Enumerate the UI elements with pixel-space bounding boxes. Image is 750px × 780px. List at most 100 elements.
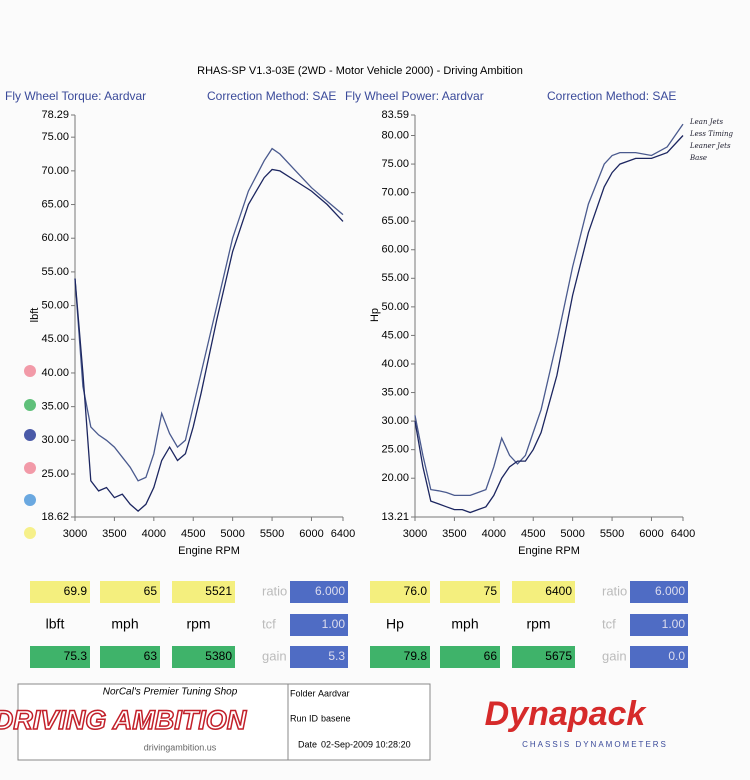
readout-value: 75.3 [64, 649, 88, 663]
readout-label: ratio [602, 583, 627, 598]
y-tick-label: 50.00 [381, 301, 409, 313]
y-tick-label: 13.21 [381, 511, 409, 523]
readout-label: tcf [602, 616, 616, 631]
readout-box [172, 581, 235, 603]
y-tick-label: 45.00 [381, 329, 409, 341]
x-tick-label: 4500 [181, 528, 205, 540]
chart-subtitle: Correction Method: SAE [207, 89, 336, 103]
readout-label: ratio [262, 583, 287, 598]
x-tick-label: 3500 [442, 528, 466, 540]
y-tick-label: 65.00 [41, 198, 69, 210]
chart-title: Fly Wheel Power: Aardvar [345, 89, 484, 103]
readout-box [100, 581, 160, 603]
readout-value: 5380 [205, 649, 232, 663]
y-tick-label: 40.00 [41, 367, 69, 379]
readout-box [512, 581, 575, 603]
readout-box [440, 581, 500, 603]
dot [24, 399, 36, 411]
dot [24, 527, 36, 539]
y-tick-label: 25.00 [41, 468, 69, 480]
y-tick-label: 78.29 [41, 109, 69, 121]
y-tick-label: 60.00 [41, 232, 69, 244]
run-id-label: Run ID [290, 713, 319, 723]
x-tick-label: 6000 [639, 528, 663, 540]
y-tick-label: 60.00 [381, 244, 409, 256]
y-tick-label: 40.00 [381, 358, 409, 370]
logo-box [17, 683, 289, 761]
folder: Aardvar [318, 688, 350, 698]
readout-unit: lbft [46, 616, 65, 632]
dot [24, 494, 36, 506]
annotation: Leaner Jets [689, 142, 731, 150]
readout-box [172, 646, 235, 668]
y-tick-label: 65.00 [381, 215, 409, 227]
readout-value: 5521 [205, 584, 232, 598]
readout-value: 66 [484, 649, 498, 663]
y-tick-label: 55.00 [41, 266, 69, 278]
chart-title: Fly Wheel Torque: Aardvar [5, 89, 146, 103]
curve [414, 135, 684, 514]
readout-unit: mph [451, 616, 478, 632]
readout-box [30, 581, 90, 603]
dot [24, 429, 36, 441]
folder-label: Folder [290, 688, 316, 698]
color-dots [24, 365, 36, 539]
readout-box [630, 646, 688, 668]
curve [414, 123, 684, 497]
y-tick-label: 75.00 [381, 158, 409, 170]
readout-value: 6400 [545, 584, 572, 598]
y-tick-label: 30.00 [41, 434, 69, 446]
footer: NorCal's Premier Tuning Shop DRIVING AMB… [0, 683, 666, 761]
x-tick-label: 5000 [560, 528, 584, 540]
website: drivingambition.us [144, 742, 217, 752]
x-tick-label: 5500 [600, 528, 624, 540]
dot [24, 365, 36, 377]
readout-value: 6.000 [655, 584, 685, 598]
annotation: Lean Jets [689, 118, 723, 126]
readout-box [290, 614, 348, 636]
date: 02-Sep-2009 10:28:20 [321, 739, 411, 749]
y-tick-label: 80.00 [381, 129, 409, 141]
x-tick-label: 4000 [142, 528, 166, 540]
tagline: NorCal's Premier Tuning Shop [103, 687, 238, 698]
readout-box [30, 646, 90, 668]
y-tick-label: 70.00 [381, 187, 409, 199]
readout-box [370, 646, 430, 668]
chart-subtitle: Correction Method: SAE [547, 89, 676, 103]
y-tick-label: 25.00 [381, 444, 409, 456]
readout-box [290, 581, 348, 603]
dot [24, 462, 36, 474]
x-tick-label: 4500 [521, 528, 545, 540]
y-tick-label: 30.00 [381, 415, 409, 427]
curve [74, 147, 344, 482]
readout-value: 0.0 [668, 649, 685, 663]
readout-box [100, 646, 160, 668]
y-axis-label: Hp [369, 308, 381, 322]
x-tick-label: 3000 [63, 528, 87, 540]
readout-unit: Hp [386, 616, 404, 632]
readout-label: gain [602, 648, 627, 663]
readout-value: 1.00 [322, 617, 346, 631]
x-tick-label: 5500 [260, 528, 284, 540]
readout-value: 63 [144, 649, 158, 663]
x-tick-label: 3000 [403, 528, 427, 540]
readout-box [370, 581, 430, 603]
y-tick-label: 35.00 [41, 401, 69, 413]
sheet-title: RHAS-SP V1.3-03E (2WD - Motor Vehicle 20… [197, 65, 523, 77]
y-tick-label: 70.00 [41, 165, 69, 177]
readout-value: 6.000 [315, 584, 345, 598]
x-tick-label: 3500 [102, 528, 126, 540]
logo: DRIVING AMBITION [0, 705, 247, 735]
curve [74, 168, 344, 512]
readout-value: 5.3 [328, 649, 345, 663]
readout-value: 76.0 [404, 584, 428, 598]
y-tick-label: 18.62 [41, 511, 69, 523]
info-box [287, 683, 431, 761]
readout-box [440, 646, 500, 668]
annotation: Base [689, 154, 707, 162]
date-label: Date [298, 739, 317, 749]
y-tick-label: 35.00 [381, 386, 409, 398]
readout-value: 69.9 [64, 584, 88, 598]
y-tick-label: 83.59 [381, 109, 409, 121]
